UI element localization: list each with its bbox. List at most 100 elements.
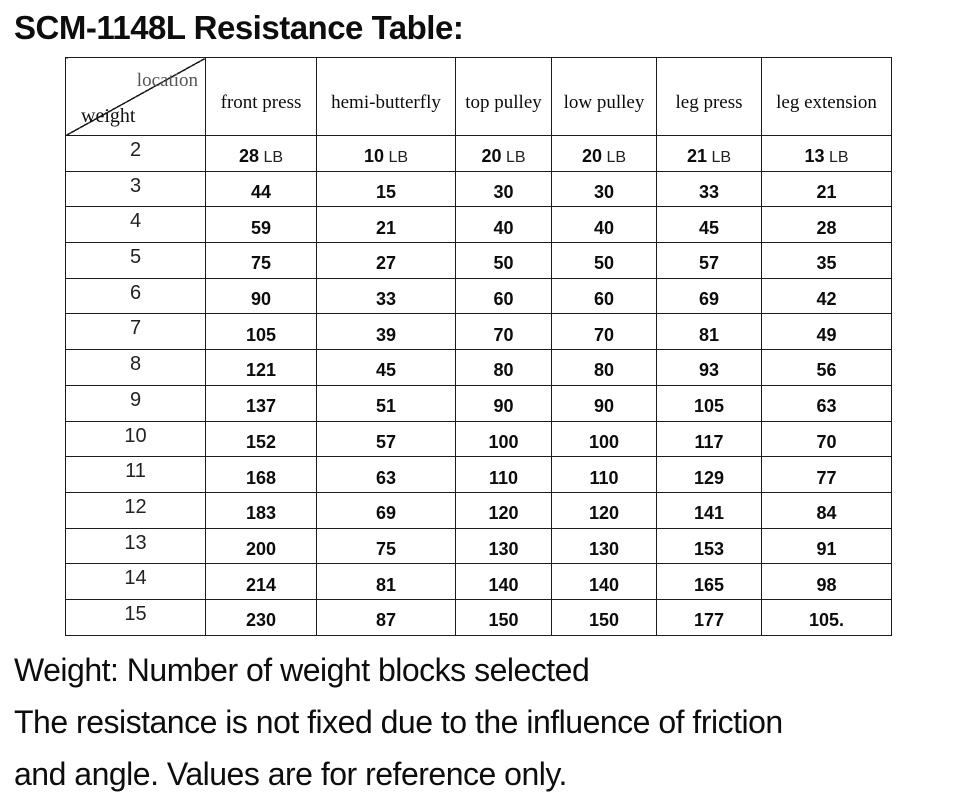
value-cell: 57 xyxy=(656,242,762,279)
value-cell: 45 xyxy=(656,206,762,244)
value-cell: 51 xyxy=(316,384,456,422)
table-row: 3 44 15 30 30 33 21 xyxy=(65,170,892,208)
value-cell: 20 LB xyxy=(551,135,657,172)
corner-cell: location weight xyxy=(65,57,206,136)
value-cell: 70 xyxy=(551,313,657,351)
weight-cell: 10 xyxy=(65,420,206,458)
value-cell: 165 xyxy=(656,563,762,600)
table-row: 12 183 69 120 120 141 84 xyxy=(65,491,892,529)
header-row: location weight front press hemi-butterf… xyxy=(65,57,892,136)
value-cell: 56 xyxy=(761,349,892,386)
value-cell: 57 xyxy=(316,420,456,458)
value-cell: 60 xyxy=(455,277,552,315)
value-cell: 117 xyxy=(656,420,762,458)
weight-cell: 14 xyxy=(65,563,206,600)
note-weight-definition: Weight: Number of weight blocks selected xyxy=(14,651,590,688)
value-cell: 214 xyxy=(205,563,317,600)
page-title: SCM-1148L Resistance Table: xyxy=(14,9,464,46)
value-cell: 40 xyxy=(551,206,657,244)
value-cell: 130 xyxy=(455,527,552,565)
value-cell: 93 xyxy=(656,349,762,386)
value-cell: 100 xyxy=(455,420,552,458)
weight-cell: 15 xyxy=(65,598,206,636)
value-cell: 21 xyxy=(761,170,892,208)
value-cell: 81 xyxy=(656,313,762,351)
value-cell: 105. xyxy=(761,598,892,636)
weight-cell: 12 xyxy=(65,491,206,529)
value-cell: 150 xyxy=(455,598,552,636)
value-cell: 63 xyxy=(761,384,892,422)
column-header-hemi-butterfly: hemi-butterfly xyxy=(316,57,456,136)
value-cell: 129 xyxy=(656,456,762,493)
value-cell: 21 LB xyxy=(656,135,762,172)
value-cell: 50 xyxy=(551,242,657,279)
value-cell: 30 xyxy=(455,170,552,208)
value-cell: 130 xyxy=(551,527,657,565)
value-cell: 75 xyxy=(316,527,456,565)
value-cell: 35 xyxy=(761,242,892,279)
value-cell: 42 xyxy=(761,277,892,315)
table-row: 5 75 27 50 50 57 35 xyxy=(65,242,892,279)
value-cell: 80 xyxy=(455,349,552,386)
value-cell: 27 xyxy=(316,242,456,279)
value-cell: 230 xyxy=(205,598,317,636)
value-cell: 21 xyxy=(316,206,456,244)
value-cell: 120 xyxy=(551,491,657,529)
corner-location-label: location xyxy=(136,70,198,91)
value-cell: 70 xyxy=(455,313,552,351)
value-cell: 120 xyxy=(455,491,552,529)
value-cell: 140 xyxy=(551,563,657,600)
value-cell: 69 xyxy=(316,491,456,529)
value-cell: 60 xyxy=(551,277,657,315)
value-cell: 33 xyxy=(656,170,762,208)
value-cell: 168 xyxy=(205,456,317,493)
value-cell: 49 xyxy=(761,313,892,351)
resistance-table-body: 2 28 LB 10 LB 20 LB 20 LB 21 LB 13 LB 3 44 15 30 30… xyxy=(65,135,892,636)
table-row: 9 137 51 90 90 105 63 xyxy=(65,384,892,422)
value-cell: 77 xyxy=(761,456,892,493)
value-cell: 69 xyxy=(656,277,762,315)
weight-cell: 11 xyxy=(65,456,206,493)
weight-cell: 8 xyxy=(65,349,206,386)
value-cell: 90 xyxy=(551,384,657,422)
value-cell: 153 xyxy=(656,527,762,565)
note-resistance-disclaimer-line1: The resistance is not fixed due to the i… xyxy=(14,703,783,740)
value-cell: 28 LB xyxy=(205,135,317,172)
column-header-front-press: front press xyxy=(205,57,317,136)
value-cell: 10 LB xyxy=(316,135,456,172)
table-row: 10 152 57 100 100 117 70 xyxy=(65,420,892,458)
column-header-top-pulley: top pulley xyxy=(455,57,552,136)
value-cell: 152 xyxy=(205,420,317,458)
value-cell: 98 xyxy=(761,563,892,600)
weight-cell: 6 xyxy=(65,277,206,315)
value-cell: 121 xyxy=(205,349,317,386)
value-cell: 141 xyxy=(656,491,762,529)
value-cell: 200 xyxy=(205,527,317,565)
value-cell: 110 xyxy=(455,456,552,493)
value-cell: 81 xyxy=(316,563,456,600)
weight-cell: 5 xyxy=(65,242,206,279)
value-cell: 105 xyxy=(205,313,317,351)
table-row: 8 121 45 80 80 93 56 xyxy=(65,349,892,386)
weight-cell: 2 xyxy=(65,135,206,172)
value-cell: 100 xyxy=(551,420,657,458)
table-row: 4 59 21 40 40 45 28 xyxy=(65,206,892,244)
notes: Weight: Number of weight blocks selected… xyxy=(14,644,965,800)
value-cell: 140 xyxy=(455,563,552,600)
value-cell: 90 xyxy=(455,384,552,422)
value-cell: 105 xyxy=(656,384,762,422)
corner-weight-label: weight xyxy=(81,105,136,127)
table-row: 15 230 87 150 150 177 105. xyxy=(65,598,892,636)
value-cell: 45 xyxy=(316,349,456,386)
value-cell: 33 xyxy=(316,277,456,315)
resistance-table: location weight front press hemi-butterf… xyxy=(65,57,892,636)
value-cell: 28 xyxy=(761,206,892,244)
value-cell: 20 LB xyxy=(455,135,552,172)
column-header-leg-press: leg press xyxy=(656,57,762,136)
value-cell: 30 xyxy=(551,170,657,208)
value-cell: 44 xyxy=(205,170,317,208)
value-cell: 90 xyxy=(205,277,317,315)
weight-cell: 4 xyxy=(65,206,206,244)
value-cell: 80 xyxy=(551,349,657,386)
value-cell: 50 xyxy=(455,242,552,279)
